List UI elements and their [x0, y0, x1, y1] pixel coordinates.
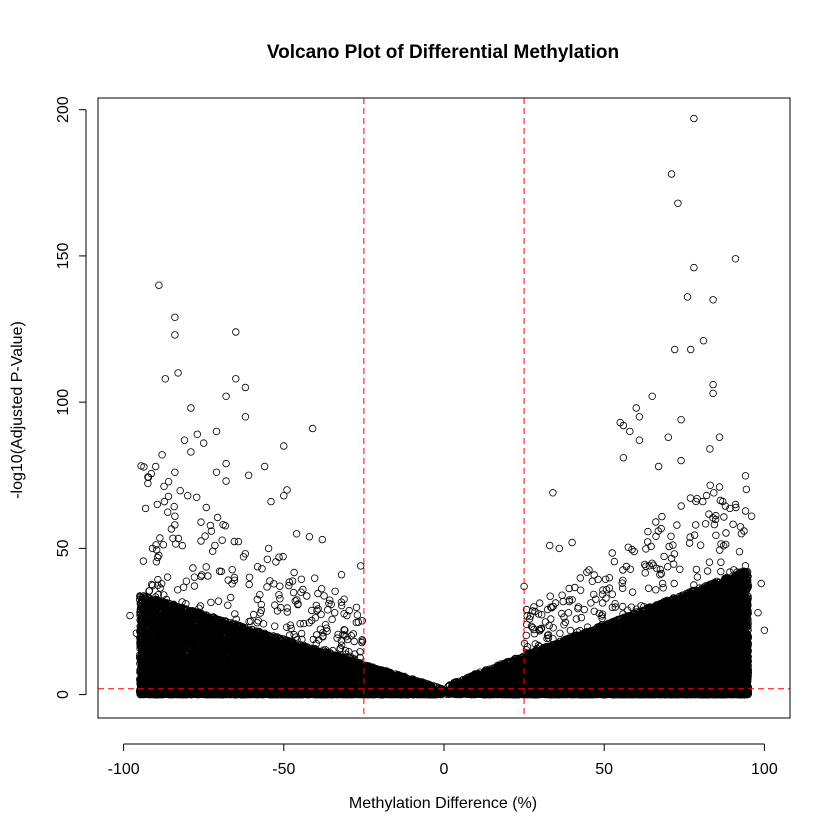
y-axis-label: -log10(Adjusted P-Value)	[9, 321, 26, 499]
x-axis-label: Methylation Difference (%)	[349, 795, 537, 812]
chart-title: Volcano Plot of Differential Methylation	[267, 42, 619, 63]
data-points	[126, 114, 769, 699]
